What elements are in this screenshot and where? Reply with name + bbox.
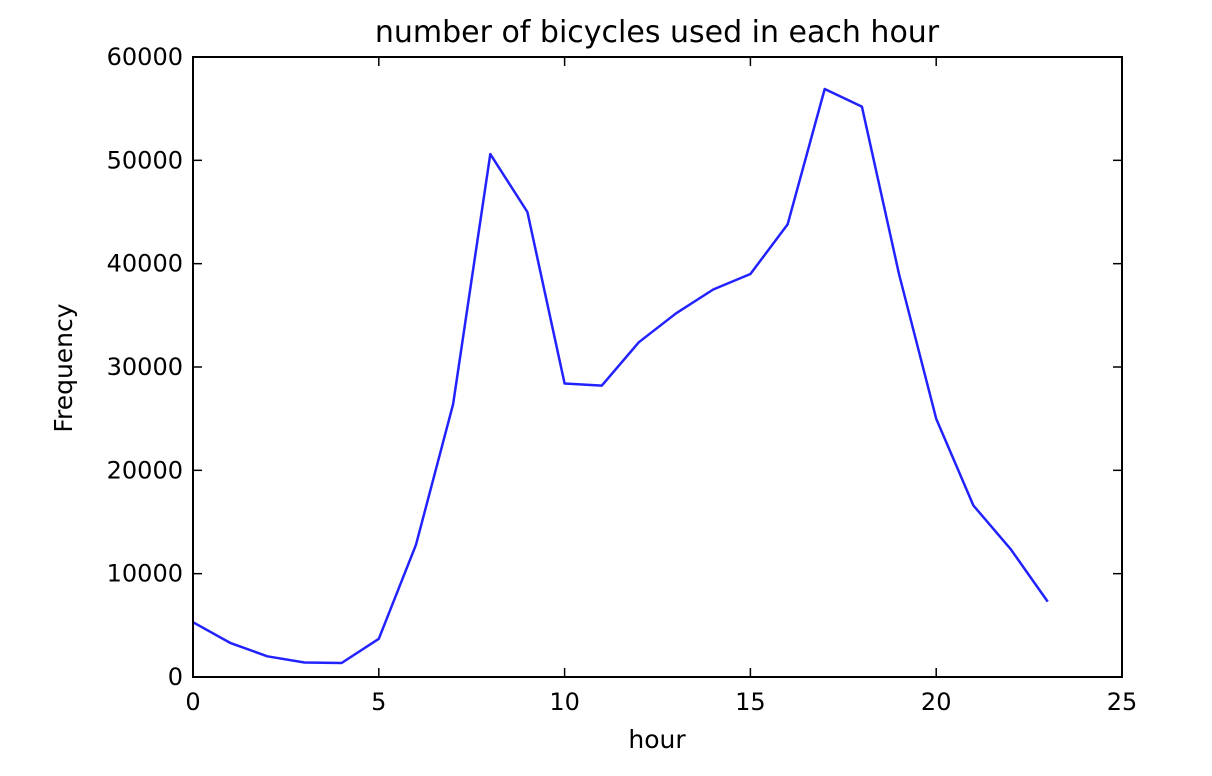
y-tick-label: 10000	[107, 560, 183, 588]
y-axis-label: Frequency	[49, 303, 78, 432]
y-tick-label: 60000	[107, 43, 183, 71]
y-tick-label: 20000	[107, 456, 183, 484]
y-tick-label: 40000	[107, 250, 183, 278]
series-line	[192, 87, 1049, 665]
x-tick-label: 25	[1107, 688, 1138, 716]
x-tick-label: 10	[549, 688, 580, 716]
y-tick-label: 30000	[107, 353, 183, 381]
x-tick-label: 20	[921, 688, 952, 716]
chart-title: number of bicycles used in each hour	[375, 15, 940, 50]
plot-frame	[192, 56, 1123, 678]
x-tick-label: 15	[735, 688, 766, 716]
x-axis-label: hour	[628, 725, 686, 754]
x-tick-label: 0	[185, 688, 200, 716]
axis-ticks: 0 5 10 15 20 25 0 10000 20000 30000 40000 50000 6000…	[107, 43, 1138, 716]
y-tick-label: 0	[168, 663, 183, 691]
x-tick-label: 5	[371, 688, 386, 716]
y-tick-label: 50000	[107, 146, 183, 174]
series-layer	[192, 87, 1049, 665]
